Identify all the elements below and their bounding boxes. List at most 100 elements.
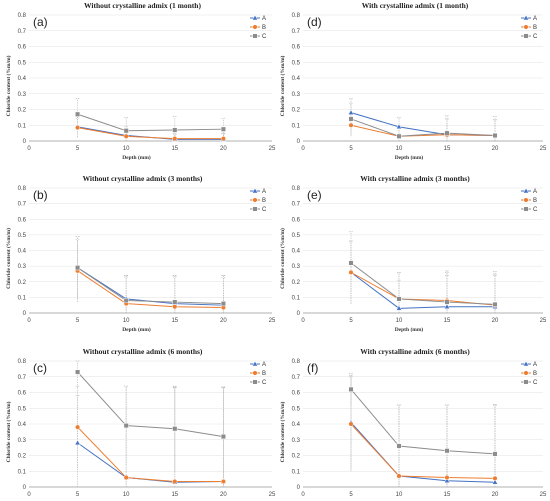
y-tick-label: 0.4	[18, 76, 27, 82]
y-tick-label: 0.8	[18, 186, 27, 192]
data-point-C	[348, 116, 354, 122]
legend-marker-B	[523, 197, 529, 203]
x-axis-label: Depth (mm)	[122, 326, 151, 333]
y-tick-label: 0.6	[292, 217, 301, 223]
x-tick-label: 0	[301, 318, 305, 324]
y-tick-label: 0.7	[18, 375, 27, 381]
y-tick-label: 0.1	[292, 295, 301, 301]
data-point-C	[444, 448, 450, 454]
x-tick-label: 0	[27, 318, 31, 324]
y-tick-label: 0	[297, 139, 301, 145]
legend-label: B	[533, 198, 537, 204]
y-tick-label: 0.2	[18, 454, 27, 460]
data-point-B	[172, 304, 178, 310]
data-point-B	[220, 136, 226, 142]
data-point-C	[444, 299, 450, 305]
y-tick-label: 0.2	[18, 280, 27, 286]
data-point-C	[492, 132, 498, 139]
data-point-A	[347, 109, 355, 115]
legend-marker-B	[252, 197, 258, 203]
x-tick-label: 25	[540, 146, 547, 152]
data-point-B	[396, 473, 402, 479]
x-tick-label: 15	[171, 492, 178, 498]
data-point-C	[444, 130, 450, 136]
data-point-A	[443, 303, 451, 309]
chart-panel: Without crystalline admix (6 months) (c) 0…	[5, 347, 276, 501]
x-tick-label: 25	[269, 492, 276, 498]
y-tick-label: 0.3	[292, 92, 301, 98]
x-tick-label: 20	[220, 146, 227, 152]
x-tick-label: 15	[171, 318, 178, 324]
legend-label: C	[262, 34, 267, 40]
y-tick-label: 0.6	[18, 45, 27, 51]
data-point-A	[395, 305, 403, 311]
x-tick-label: 25	[540, 318, 547, 324]
x-tick-label: 0	[301, 146, 305, 152]
y-tick-label: 0	[297, 485, 301, 491]
x-tick-label: 0	[27, 146, 31, 152]
legend-marker-B	[523, 370, 529, 376]
x-axis-label: Depth (mm)	[395, 154, 424, 161]
x-tick-label: 0	[27, 492, 31, 498]
x-tick-label: 5	[349, 318, 353, 324]
y-tick-label: 0.4	[292, 76, 301, 82]
legend-marker-C	[252, 33, 258, 39]
legend-marker-B	[523, 24, 529, 30]
data-point-B	[444, 475, 450, 481]
legend-marker-A	[522, 360, 530, 367]
y-tick-label: 0.2	[292, 108, 301, 114]
x-tick-label: 20	[220, 492, 227, 498]
y-tick-label: 0.3	[18, 438, 27, 444]
series-line-A	[77, 442, 224, 483]
data-point-B	[123, 475, 129, 481]
data-point-B	[220, 478, 226, 485]
y-tick-label: 0.8	[18, 359, 27, 365]
panel-label: (d)	[307, 15, 322, 29]
x-tick-label: 10	[123, 146, 130, 152]
legend-marker-C	[523, 379, 529, 385]
data-point-C	[172, 426, 178, 432]
x-tick-label: 5	[76, 492, 80, 498]
legend-marker-B	[252, 370, 258, 376]
data-point-B	[348, 122, 354, 128]
legend-label: B	[262, 198, 266, 204]
legend-label: A	[262, 189, 266, 195]
data-point-C	[396, 443, 402, 449]
series-line-C	[77, 113, 224, 132]
legend-marker-A	[251, 187, 259, 194]
data-point-C	[220, 301, 226, 307]
y-tick-label: 0.5	[292, 406, 301, 412]
data-point-B	[172, 478, 178, 485]
legend-marker-A	[522, 14, 530, 21]
legend-label: A	[533, 16, 537, 22]
chart-title: Without crystalline admix (3 months)	[83, 174, 203, 183]
x-tick-label: 10	[396, 146, 403, 152]
x-tick-label: 25	[269, 318, 276, 324]
series-line-C	[350, 262, 496, 305]
y-tick-label: 0	[23, 311, 27, 317]
y-tick-label: 0.5	[18, 406, 27, 412]
data-point-B	[492, 475, 498, 481]
x-tick-label: 5	[76, 318, 80, 324]
series-line-A	[350, 271, 495, 309]
data-point-C	[492, 451, 498, 457]
y-tick-label: 0.7	[18, 29, 27, 35]
x-tick-label: 20	[220, 318, 227, 324]
data-point-C	[396, 296, 402, 302]
chart-title: Without crystalline admix (1 month)	[84, 1, 201, 10]
x-tick-label: 10	[123, 492, 130, 498]
data-point-A	[74, 439, 81, 446]
data-point-B	[348, 421, 354, 427]
data-point-C	[75, 265, 81, 271]
data-point-B	[172, 136, 178, 142]
y-axis-label: Chloride content (%m/m)	[279, 228, 286, 289]
series-line-C	[350, 118, 496, 137]
y-tick-label: 0.6	[18, 217, 27, 223]
legend-label: B	[533, 371, 537, 377]
x-tick-label: 25	[540, 492, 547, 498]
panel-label: (b)	[33, 188, 48, 202]
panel-label: (f)	[307, 361, 318, 375]
data-point-B	[123, 133, 129, 139]
y-tick-label: 0.3	[18, 92, 27, 98]
